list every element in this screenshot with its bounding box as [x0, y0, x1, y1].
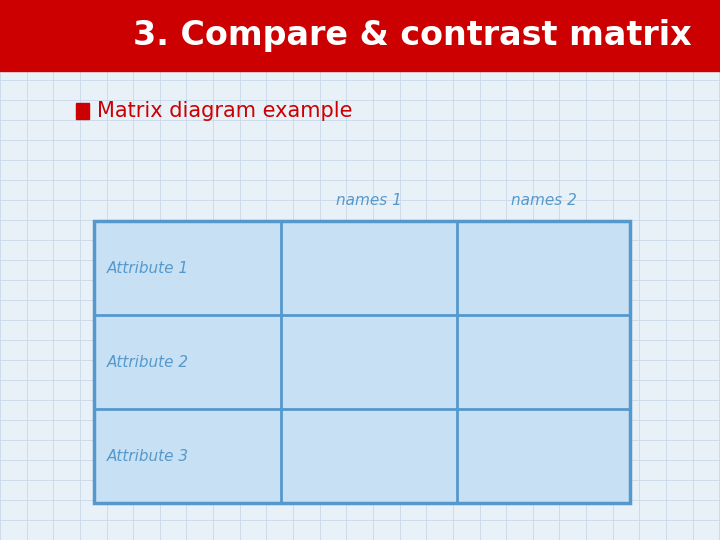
Bar	[94, 221, 630, 503]
Bar	[457, 409, 630, 503]
Bar	[0, 0, 720, 71]
Text: names 2: names 2	[510, 193, 577, 208]
Text: Attribute 2: Attribute 2	[107, 355, 189, 370]
Text: Matrix diagram example: Matrix diagram example	[97, 100, 353, 121]
Bar	[281, 315, 457, 409]
Bar	[94, 221, 281, 315]
Bar	[281, 221, 457, 315]
Bar	[94, 409, 281, 503]
Bar	[457, 315, 630, 409]
Bar	[76, 103, 89, 119]
Text: 3. Compare & contrast matrix: 3. Compare & contrast matrix	[133, 19, 692, 52]
Text: Attribute 3: Attribute 3	[107, 449, 189, 464]
Text: names 1: names 1	[336, 193, 402, 208]
Bar	[94, 315, 281, 409]
Bar	[281, 409, 457, 503]
Text: Attribute 1: Attribute 1	[107, 261, 189, 276]
Bar	[457, 221, 630, 315]
